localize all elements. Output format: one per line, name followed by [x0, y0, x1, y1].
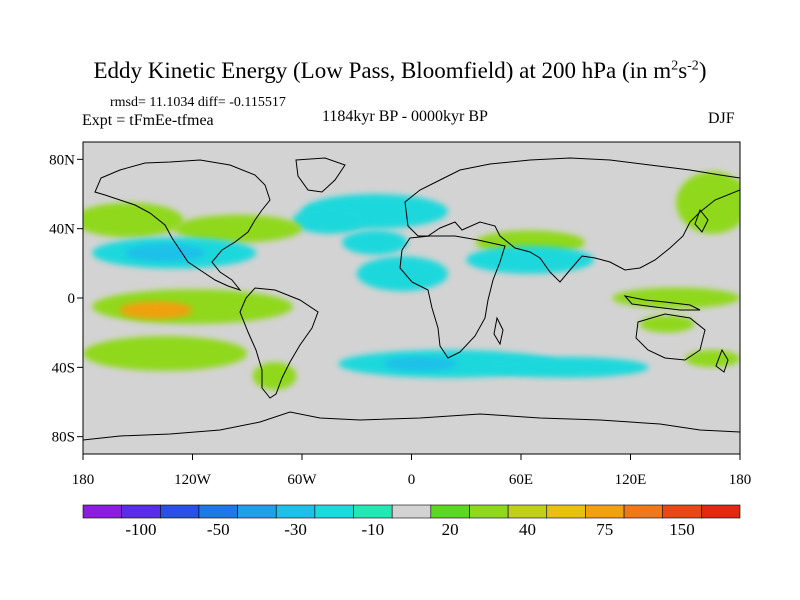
colorbar-swatch	[314, 504, 354, 519]
season-label: DJF	[708, 110, 735, 127]
coast-new-zealand	[715, 348, 729, 373]
colorbar-swatch	[662, 504, 702, 519]
anomaly-indonesia-positive	[612, 287, 740, 309]
coast-australia	[635, 313, 706, 361]
colorbar-swatch	[507, 504, 548, 519]
anomaly-atlantic-subtropical-negative	[356, 256, 448, 292]
y-tick-label: 40S	[52, 360, 75, 376]
coast-europe-asia	[404, 157, 740, 283]
y-tick-label: 0	[68, 291, 76, 307]
colorbar-label: -30	[284, 520, 307, 539]
coast-greenland	[295, 157, 346, 193]
colorbar-swatch	[159, 504, 200, 519]
anomaly-s-indian-negative	[484, 356, 649, 378]
x-tick-label: 180	[72, 472, 95, 488]
colorbar-swatch	[121, 504, 161, 519]
coast-japan	[694, 208, 709, 233]
anomaly-e-pacific-tropical-positive	[92, 289, 293, 324]
anomaly-s-atlantic-core	[384, 356, 458, 371]
x-tick-label: 120W	[174, 472, 212, 488]
colorbar-label: 75	[596, 520, 613, 539]
colorbar-swatch	[701, 504, 741, 519]
coast-indonesia	[623, 295, 701, 311]
anomaly-mediterranean-negative	[342, 230, 408, 255]
coastlines	[83, 157, 740, 441]
colorbar-label: 40	[519, 520, 536, 539]
colorbar-swatch	[585, 504, 625, 519]
x-tick-label: 60E	[509, 472, 533, 488]
anomaly-n-america-positive	[174, 214, 302, 243]
anomaly-asia-negative	[466, 246, 594, 274]
colorbar-swatch	[469, 504, 509, 519]
anomaly-s-america-positive	[252, 362, 297, 390]
coast-antarctica	[83, 411, 740, 441]
colorbar-label: -100	[125, 520, 156, 539]
colorbar-swatch	[82, 504, 122, 519]
axes: 180 120W 60W 0 60E 120E 180 80N 40N 0 40S 80S	[49, 152, 751, 488]
x-tick-label: 0	[408, 472, 416, 488]
anomaly-s-pacific-positive	[83, 336, 248, 371]
coast-madagascar	[493, 316, 504, 346]
anomaly-layer	[83, 171, 740, 390]
anomaly-n-atlantic-negative-west	[292, 206, 366, 234]
colorbar-swatch	[275, 504, 316, 519]
colorbar-swatch	[391, 504, 432, 519]
y-tick-label: 80N	[49, 152, 75, 168]
period-label: 1184kyr BP - 0000kyr BP	[322, 108, 488, 125]
coast-south-america	[239, 287, 319, 399]
colorbar-label: -10	[362, 520, 385, 539]
y-tick-label: 40N	[49, 222, 75, 238]
x-tick-label: 120E	[615, 472, 647, 488]
anomaly-n-pacific-subtropical-core	[124, 244, 206, 262]
colorbar-swatch	[623, 504, 664, 519]
colorbar-swatch	[198, 504, 238, 519]
coast-north-america	[94, 159, 271, 292]
x-tick-label: 180	[729, 472, 752, 488]
colorbar-swatch	[546, 504, 586, 519]
y-tick-label: 80S	[52, 430, 75, 446]
coast-africa	[399, 235, 506, 359]
experiment-label: Expt = tFmEe-tfmea	[82, 112, 214, 129]
anomaly-w-pacific-positive	[676, 171, 740, 234]
chart-title: Eddy Kinetic Energy (Low Pass, Bloomfiel…	[93, 58, 707, 83]
colorbar: -100 -50 -30 -10 20 40 75 150	[82, 504, 741, 539]
colorbar-swatch	[353, 504, 393, 519]
stats-text: rmsd= 11.1034 diff= -0.115517	[110, 95, 286, 110]
colorbar-label: -50	[207, 520, 230, 539]
anomaly-n-pacific-positive	[83, 202, 184, 238]
colorbar-label: 150	[669, 520, 695, 539]
colorbar-swatch	[430, 504, 470, 519]
anomaly-s-pacific-east-positive	[685, 350, 740, 368]
x-tick-label: 60W	[287, 472, 317, 488]
anomaly-e-pacific-tropical-core	[119, 301, 193, 319]
colorbar-label: 20	[442, 520, 459, 539]
colorbar-swatch	[237, 504, 277, 519]
anomaly-australia-positive	[639, 315, 695, 333]
